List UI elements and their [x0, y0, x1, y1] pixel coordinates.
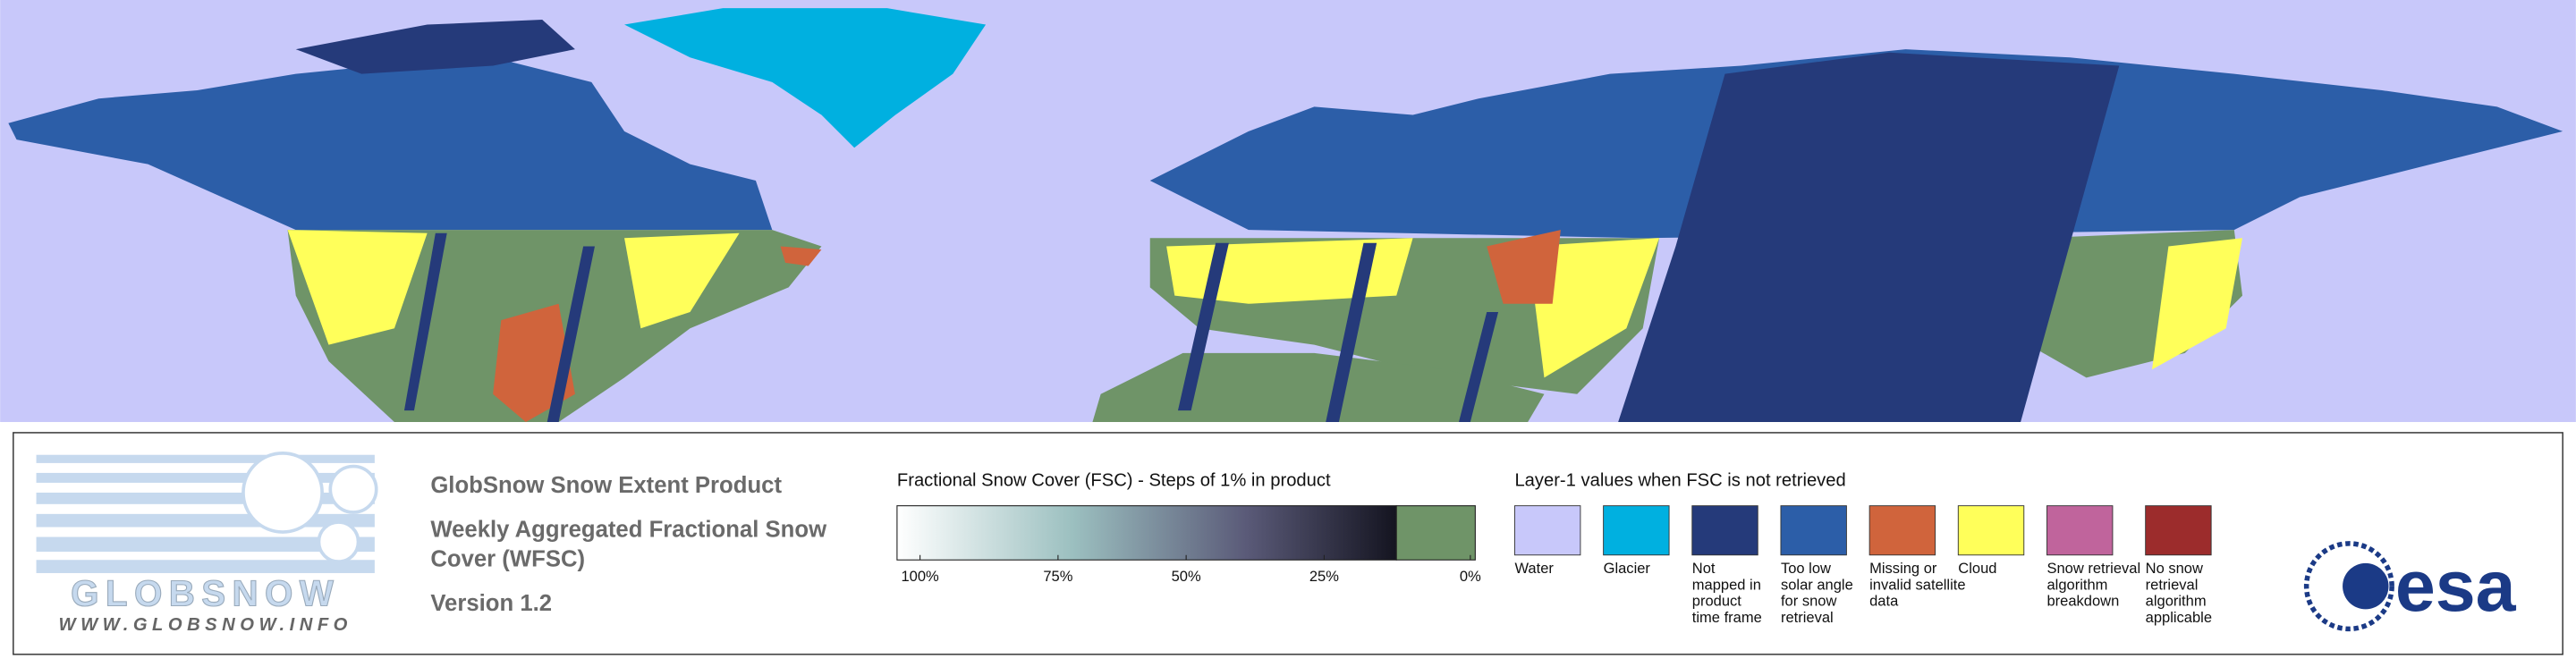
legend-label: product [1692, 593, 1741, 610]
legend-swatch [2145, 505, 2212, 556]
product-version: Version 1.2 [430, 591, 552, 616]
fsc-tick-label: 25% [1309, 568, 1339, 585]
globsnow-logo: GLOBSNOW WWW.GLOBSNOW.INFO [36, 452, 378, 635]
legend-swatch [1513, 505, 1581, 556]
esa-wordmark: esa [2395, 546, 2517, 627]
legend-label: algorithm [2146, 593, 2207, 610]
legend-swatch [2046, 505, 2114, 556]
asia-cloud [2152, 238, 2243, 370]
esa-mark [2303, 541, 2394, 632]
legend-label: Cloud [1958, 560, 1996, 577]
legend-label: data [1869, 593, 1899, 610]
arctic-islands [295, 20, 575, 74]
snowflake [242, 452, 324, 534]
logo-stripe [36, 454, 375, 463]
na-missing-2 [780, 246, 822, 266]
legend-label: No snow [2146, 560, 2203, 577]
logo-stripe [36, 560, 375, 573]
snowflake [328, 464, 378, 514]
legend-label: retrieval [2146, 576, 2199, 593]
layer1-title: Layer-1 values when FSC is not retrieved [1514, 471, 1845, 491]
fsc-tick-label: 100% [901, 568, 939, 585]
greenland [624, 8, 987, 148]
legend-swatch [1780, 505, 1847, 556]
legend-label: time frame [1692, 609, 1762, 626]
na-stripe-2 [547, 246, 595, 422]
logo-stripe [36, 513, 375, 528]
legend-label: mapped in [1692, 576, 1761, 593]
logo-url: WWW.GLOBSNOW.INFO [59, 615, 352, 635]
legend-label: Not [1692, 560, 1716, 577]
legend-label: Water [1514, 560, 1554, 577]
legend-label: Snow retrieval [2046, 560, 2140, 577]
africa-north [1092, 352, 1545, 422]
legend-label: Glacier [1604, 560, 1651, 577]
na-cloud [287, 230, 428, 345]
legend-label: retrieval [1781, 609, 1834, 626]
legend-label: breakdown [2046, 593, 2119, 610]
legend-label: solar angle [1781, 576, 1853, 593]
swath-band [1618, 52, 2120, 422]
eu-stripe-3 [1458, 311, 1499, 422]
legend-swatch [1603, 505, 1670, 556]
north-america-north [8, 57, 773, 231]
fsc-tick-label: 0% [1460, 568, 1481, 585]
eu-stripe [1177, 242, 1229, 411]
na-stripe [403, 232, 447, 411]
product-subtitle: Cover (WFSC) [430, 547, 585, 572]
logo-stripe [36, 536, 375, 553]
product-subtitle: Weekly Aggregated Fractional Snow [430, 518, 827, 543]
eu-stripe-2 [1326, 242, 1377, 422]
europe-cloud [1166, 238, 1413, 304]
legend-swatch [1868, 505, 1936, 556]
logo-stripe [36, 492, 375, 504]
fsc-gradient [896, 505, 1397, 561]
legend-label: applicable [2146, 609, 2212, 626]
legend-label: algorithm [2046, 576, 2107, 593]
product-title: GlobSnow Snow Extent Product [430, 473, 782, 498]
fsc-tick-label: 50% [1172, 568, 1201, 585]
fsc-zero-block [1395, 505, 1476, 561]
legend-swatch [1957, 505, 2025, 556]
na-cloud-2 [624, 232, 740, 329]
legend-swatch [1691, 505, 1758, 556]
legend-label: for snow [1781, 593, 1836, 610]
fsc-title: Fractional Snow Cover (FSC) - Steps of 1… [897, 471, 1331, 491]
snowflake [317, 520, 360, 563]
logo-stripe [36, 472, 375, 483]
esa-mark [2343, 562, 2389, 610]
map [0, 0, 2576, 422]
fsc-tick-label: 75% [1043, 568, 1072, 585]
europe-missing [1487, 230, 1561, 304]
europe-cloud-2 [1528, 238, 1660, 378]
legend-label: invalid satellite [1869, 576, 1965, 593]
legend-label: Too low [1781, 560, 1831, 577]
esa-logo: esa [2303, 541, 2517, 632]
logo-brand: GLOBSNOW [71, 573, 340, 614]
legend-label: Missing or [1869, 560, 1937, 577]
